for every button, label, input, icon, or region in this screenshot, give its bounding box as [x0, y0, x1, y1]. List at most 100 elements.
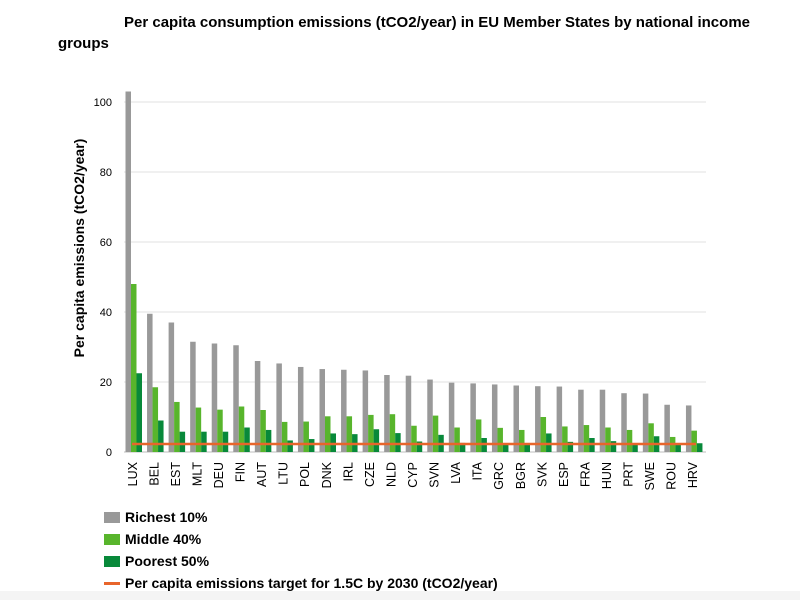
bar-richest-pol	[297, 366, 304, 452]
bar-poorest-rou	[675, 445, 681, 452]
x-tick-label: MLT	[190, 462, 204, 486]
x-tick-label: LTU	[277, 462, 291, 485]
bar-middle-aut	[260, 410, 266, 452]
bar-richest-est	[168, 322, 175, 452]
bar-middle-lva	[454, 427, 460, 452]
legend-swatch-poorest	[104, 555, 120, 567]
x-tick-label: POL	[298, 462, 312, 487]
y-tick-label: 40	[100, 307, 112, 319]
bar-middle-grc	[497, 427, 503, 452]
bar-poorest-est	[179, 431, 186, 452]
y-tick-label: 60	[100, 237, 112, 249]
bar-richest-aut	[254, 361, 261, 452]
bar-middle-prt	[626, 429, 633, 452]
bar-poorest-lux	[136, 373, 142, 452]
legend-item-poorest: Poorest 50%	[104, 550, 498, 572]
bar-poorest-ltu	[287, 440, 293, 452]
bar-middle-mlt	[195, 407, 202, 452]
bar-middle-bgr	[519, 429, 525, 452]
x-tick-label: SWE	[643, 462, 657, 490]
bars	[125, 91, 703, 452]
x-tick-label: LVA	[449, 461, 463, 483]
x-tick-label: DNK	[320, 461, 334, 488]
x-tick-label: BEL	[147, 462, 161, 486]
x-tick-label: DEU	[212, 462, 226, 488]
bar-richest-fin	[233, 345, 239, 452]
bar-poorest-prt	[632, 443, 638, 452]
bar-poorest-cyp	[416, 441, 423, 452]
bar-richest-svk	[535, 386, 541, 452]
bar-poorest-bgr	[524, 443, 530, 452]
bar-richest-dnk	[319, 369, 325, 452]
bar-richest-ltu	[276, 363, 282, 452]
bar-poorest-pol	[308, 439, 315, 452]
bar-middle-fra	[583, 425, 590, 452]
bar-richest-lux	[125, 91, 131, 452]
legend-item-middle: Middle 40%	[104, 528, 498, 550]
legend-label-richest: Richest 10%	[125, 509, 208, 525]
x-tick-label: CYP	[406, 462, 420, 488]
bar-richest-hrv	[685, 405, 692, 452]
bar-middle-svn	[432, 415, 439, 452]
x-tick-label: HRV	[686, 461, 700, 488]
bar-richest-mlt	[190, 341, 196, 452]
x-tick-label: FRA	[578, 461, 592, 487]
bar-middle-fin	[238, 406, 245, 452]
chart-title: Per capita consumption emissions (tCO2/y…	[58, 14, 750, 52]
x-tick-label: LUX	[126, 461, 140, 486]
legend-swatch-richest	[104, 511, 120, 523]
bar-richest-prt	[621, 393, 627, 452]
bar-middle-ita	[475, 419, 482, 452]
bar-middle-esp	[562, 426, 568, 452]
gridlines	[124, 101, 706, 453]
bar-richest-svn	[427, 379, 433, 452]
legend: Richest 10% Middle 40% Poorest 50% Per c…	[104, 506, 498, 594]
bar-middle-ltu	[281, 421, 288, 452]
bar-middle-cze	[368, 414, 374, 452]
bar-richest-cyp	[405, 375, 412, 452]
x-axis-ticks: LUX BEL EST MLT DEU FIN AUT LTU POL DNK IRL CZE NLD C…	[126, 461, 700, 490]
bar-poorest-lva	[459, 442, 466, 452]
y-tick-label: 0	[106, 447, 112, 459]
x-tick-label: ESP	[557, 462, 571, 487]
bar-middle-deu	[217, 409, 223, 452]
legend-label-target: Per capita emissions target for 1.5C by …	[125, 575, 498, 591]
y-tick-label: 100	[94, 97, 112, 109]
x-tick-label: GRC	[492, 462, 506, 490]
x-tick-label: EST	[169, 462, 183, 487]
bar-middle-est	[174, 401, 180, 452]
bar-chart: 0 20 40 60 80 100 LUX BEL EST MLT DEU FIN AUT LTU POL…	[71, 91, 706, 490]
bar-poorest-cze	[373, 429, 380, 452]
x-tick-label: NLD	[384, 462, 398, 487]
bar-poorest-deu	[222, 431, 229, 452]
y-axis-ticks: 0 20 40 60 80 100	[94, 97, 112, 459]
bar-richest-deu	[211, 343, 218, 452]
bar-richest-nld	[384, 375, 390, 452]
bar-poorest-mlt	[201, 431, 207, 452]
bar-middle-hun	[605, 427, 611, 452]
bar-richest-cze	[362, 370, 369, 452]
bar-richest-irl	[341, 369, 347, 452]
bar-richest-fra	[578, 389, 584, 452]
bar-richest-esp	[556, 386, 563, 452]
x-tick-label: PRT	[622, 462, 636, 487]
bar-poorest-aut	[265, 429, 272, 452]
bar-middle-swe	[648, 423, 654, 452]
x-tick-label: SVK	[535, 461, 549, 487]
bar-richest-swe	[642, 393, 649, 452]
bar-middle-dnk	[325, 416, 331, 452]
bar-middle-svk	[540, 417, 547, 452]
x-tick-label: AUT	[255, 462, 269, 487]
y-tick-label: 20	[100, 377, 112, 389]
bar-poorest-hrv	[696, 443, 703, 452]
bar-middle-nld	[389, 414, 396, 452]
legend-label-poorest: Poorest 50%	[125, 553, 210, 569]
bar-middle-irl	[346, 416, 353, 452]
bar-richest-hun	[599, 389, 606, 452]
bar-poorest-bel	[158, 420, 164, 452]
x-tick-label: HUN	[600, 462, 614, 489]
x-tick-label: SVN	[428, 462, 442, 488]
x-tick-label: ITA	[471, 461, 485, 480]
legend-item-target: Per capita emissions target for 1.5C by …	[104, 572, 498, 594]
legend-swatch-middle	[104, 533, 120, 545]
